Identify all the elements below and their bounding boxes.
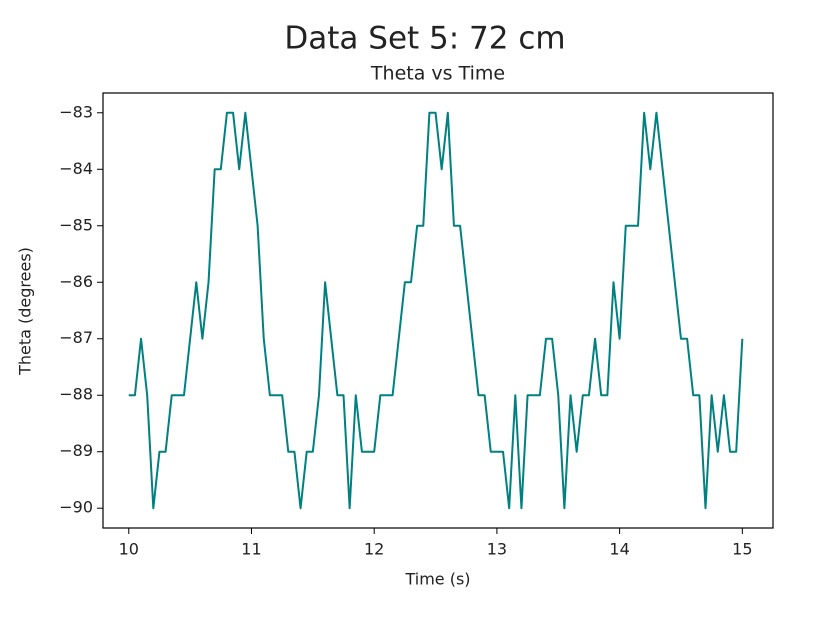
x-tick-label: 11 [241, 540, 261, 559]
y-tick-label: −83 [59, 102, 93, 121]
x-tick-label: 13 [487, 540, 507, 559]
y-tick-label: −88 [59, 385, 93, 404]
x-tick-label: 12 [364, 540, 384, 559]
x-tick-label: 14 [609, 540, 629, 559]
suptitle: Data Set 5: 72 cm [284, 21, 565, 57]
x-axis-label: Time (s) [404, 570, 470, 589]
y-axis-label: Theta (degrees) [16, 247, 35, 376]
y-tick-label: −84 [59, 159, 93, 178]
x-tick-label: 15 [732, 540, 752, 559]
y-tick-label: −87 [59, 328, 93, 347]
x-tick-label: 10 [119, 540, 139, 559]
data-line [128, 111, 744, 510]
plot-frame [102, 92, 774, 529]
chart-title: Theta vs Time [370, 63, 505, 85]
y-tick-label: −89 [59, 441, 93, 460]
y-tick-label: −90 [59, 498, 93, 517]
y-tick-label: −86 [59, 272, 93, 291]
y-tick-label: −85 [59, 215, 93, 234]
